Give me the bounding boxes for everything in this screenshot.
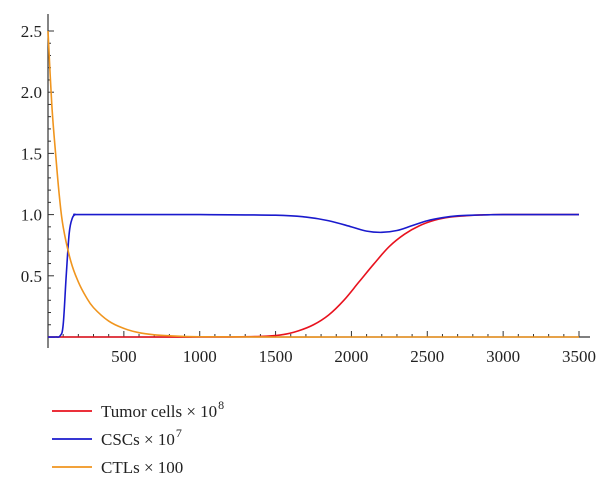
y-tick-label: 1.5 [21,144,42,163]
cscs-line [47,213,580,338]
y-tick-label: 2.0 [21,83,42,102]
x-tick-label: 1500 [259,347,293,366]
legend-item-ctls: CTLs × 100 [101,458,183,477]
x-tick-label: 2000 [334,347,368,366]
axis-ticks: 500 1000 1500 2000 2500 3000 3500 0.5 1.0 1.5 2.0 2… [21,22,596,366]
legend-item-cscs: CSCs × 107 [101,426,182,449]
x-tick-label: 3000 [486,347,520,366]
ctls-line [47,30,579,338]
x-tick-label: 2500 [410,347,444,366]
y-tick-label: 0.5 [21,267,42,286]
y-tick-label: 2.5 [21,22,42,41]
x-tick-label: 500 [111,347,137,366]
series-lines [47,30,580,338]
tumor-cells-line [47,213,580,338]
x-tick-label: 1000 [183,347,217,366]
y-tick-label: 1.0 [21,206,42,225]
axes [47,14,590,348]
x-tick-label: 3500 [562,347,596,366]
legend-item-tumor-cells: Tumor cells × 108 [101,398,224,421]
legend: Tumor cells × 108 CSCs × 107 CTLs × 100 [52,398,224,477]
